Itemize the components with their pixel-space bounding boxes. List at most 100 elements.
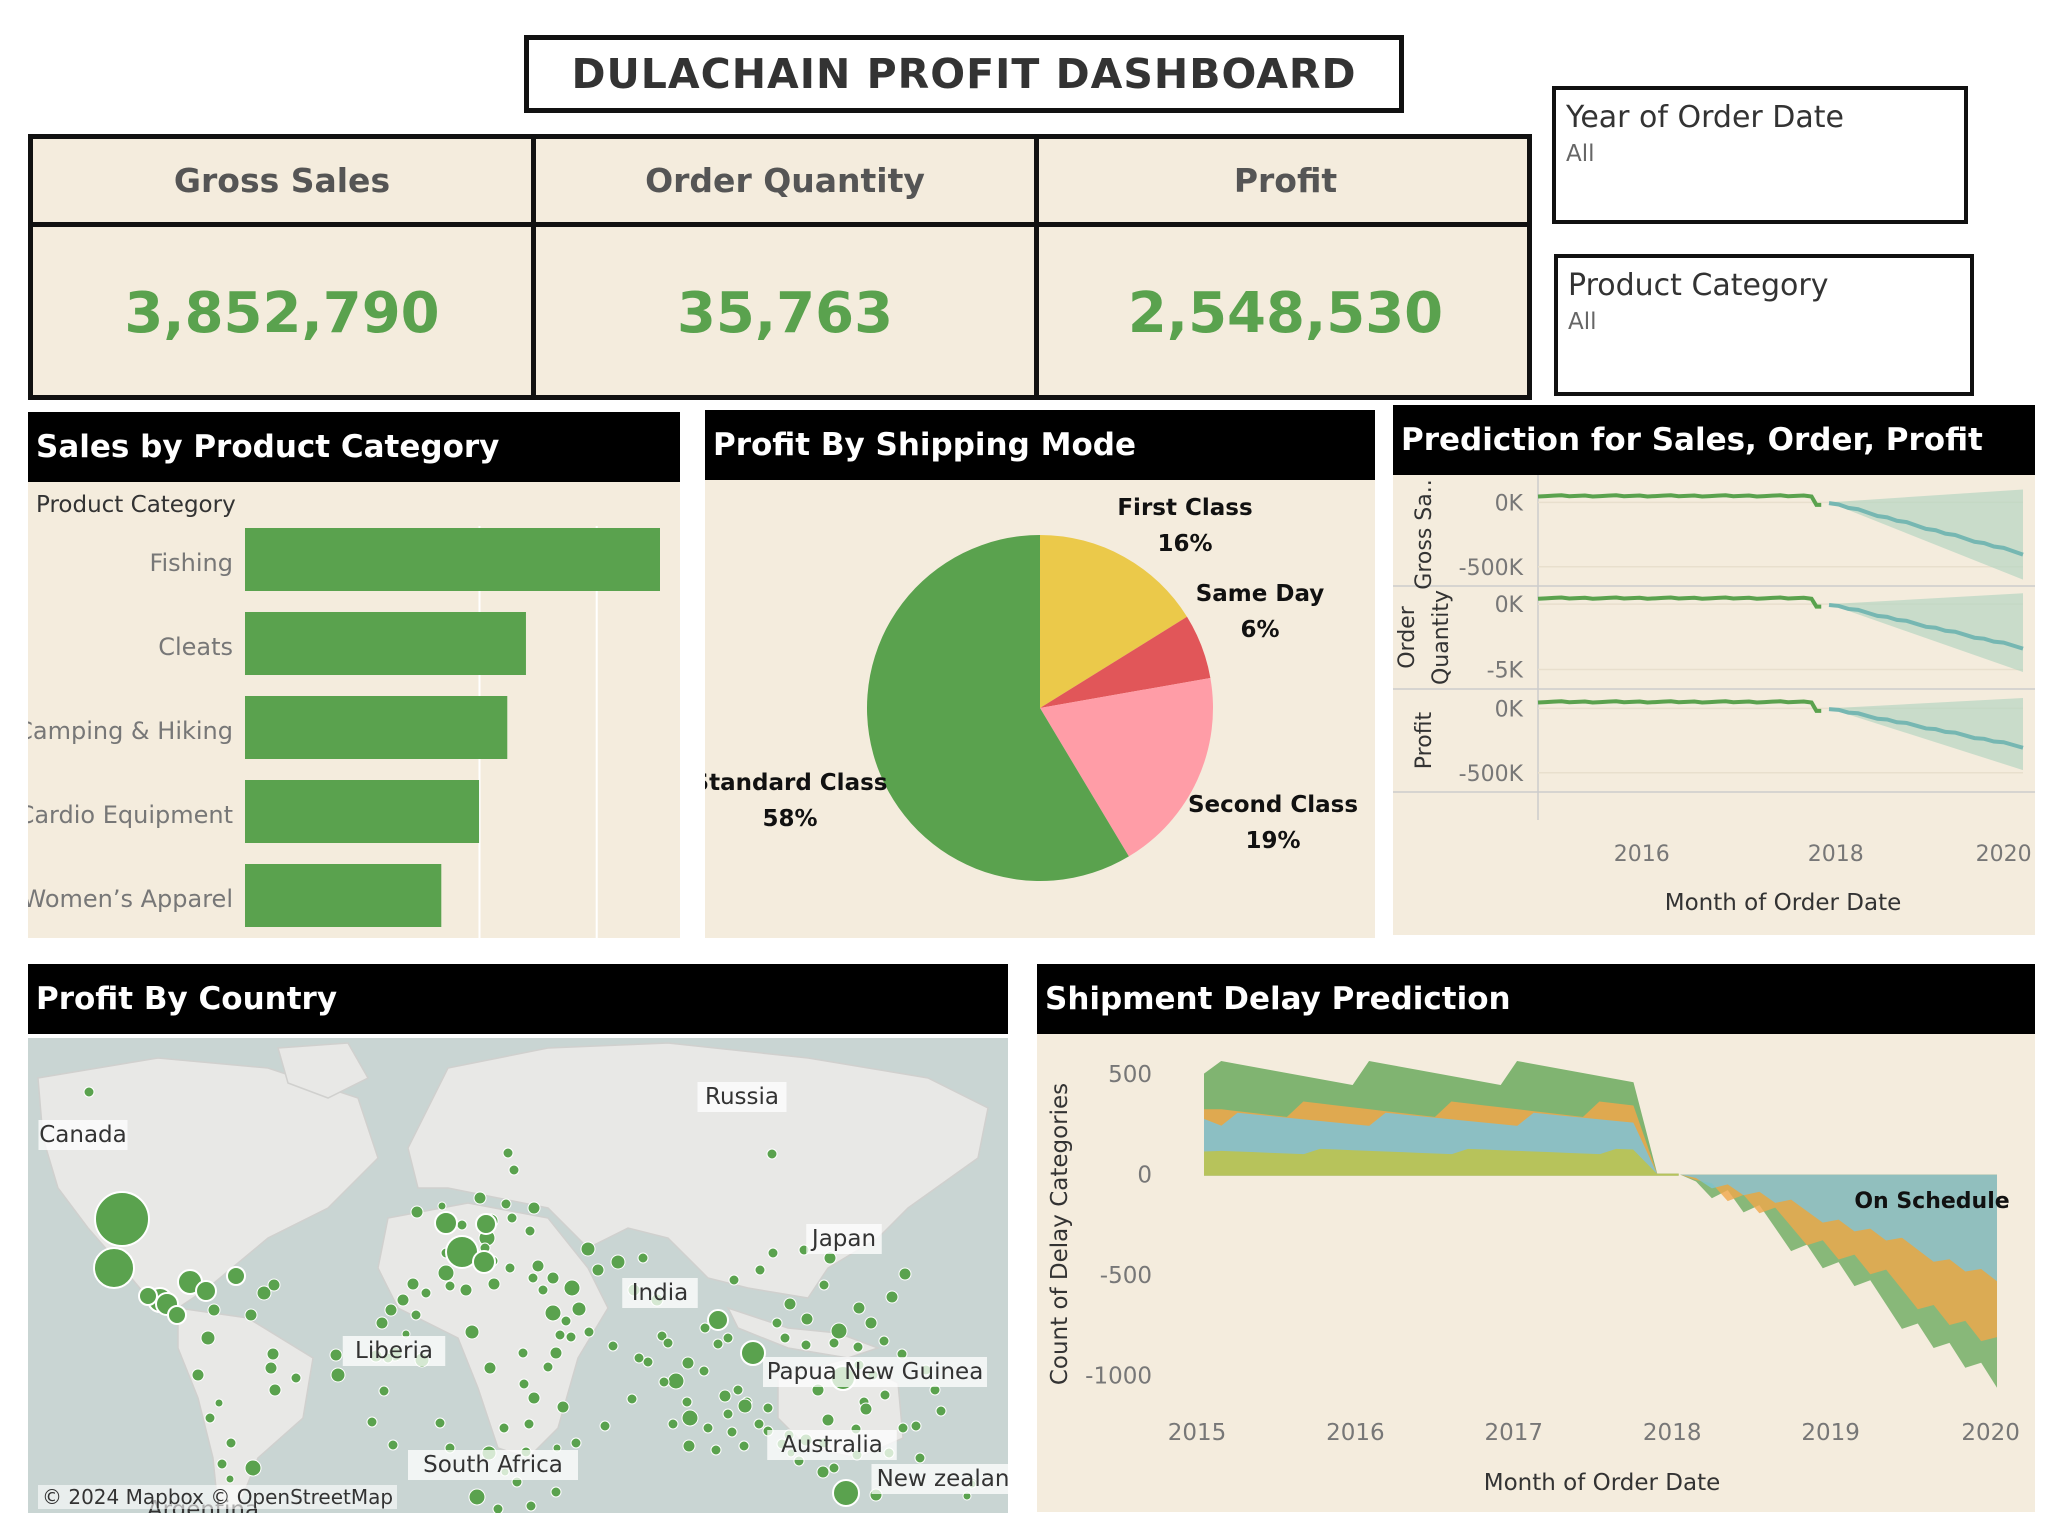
country-marker[interactable] bbox=[816, 1465, 830, 1479]
country-marker[interactable] bbox=[852, 1301, 866, 1315]
country-marker[interactable] bbox=[728, 1274, 740, 1286]
country-marker[interactable] bbox=[738, 1440, 750, 1452]
country-marker[interactable] bbox=[662, 1337, 674, 1349]
country-marker[interactable] bbox=[434, 1211, 458, 1235]
country-marker[interactable] bbox=[800, 1339, 812, 1351]
year-filter[interactable]: Year of Order Date All bbox=[1552, 86, 1968, 224]
country-marker[interactable] bbox=[599, 1420, 611, 1432]
bar[interactable] bbox=[245, 528, 660, 591]
country-marker[interactable] bbox=[387, 1439, 399, 1451]
country-marker[interactable] bbox=[384, 1303, 398, 1317]
country-marker[interactable] bbox=[506, 1212, 518, 1224]
country-marker[interactable] bbox=[682, 1439, 696, 1453]
country-marker[interactable] bbox=[498, 1422, 510, 1434]
country-marker[interactable] bbox=[779, 1332, 791, 1344]
country-marker[interactable] bbox=[879, 1389, 891, 1401]
country-marker[interactable] bbox=[375, 1316, 389, 1330]
country-marker[interactable] bbox=[550, 1486, 562, 1498]
country-marker[interactable] bbox=[544, 1304, 562, 1322]
country-marker[interactable] bbox=[542, 1361, 554, 1373]
country-marker[interactable] bbox=[637, 1252, 649, 1264]
country-marker[interactable] bbox=[656, 1330, 668, 1342]
country-marker[interactable] bbox=[378, 1385, 390, 1397]
country-marker[interactable] bbox=[821, 1413, 835, 1427]
filter-value[interactable]: All bbox=[1566, 141, 1595, 167]
country-marker[interactable] bbox=[642, 1356, 654, 1368]
country-marker[interactable] bbox=[244, 1459, 262, 1477]
country-marker[interactable] bbox=[204, 1412, 216, 1424]
country-marker[interactable] bbox=[633, 1352, 645, 1364]
country-marker[interactable] bbox=[83, 1086, 95, 1098]
country-marker[interactable] bbox=[472, 1250, 496, 1274]
country-marker[interactable] bbox=[93, 1247, 135, 1289]
country-marker[interactable] bbox=[702, 1422, 714, 1434]
country-marker[interactable] bbox=[681, 1396, 693, 1408]
country-marker[interactable] bbox=[167, 1305, 187, 1325]
country-marker[interactable] bbox=[500, 1198, 512, 1210]
country-marker[interactable] bbox=[828, 1337, 840, 1349]
country-marker[interactable] bbox=[226, 1266, 246, 1286]
country-map[interactable]: Canada Russia Japan India Liberia Papua New G… bbox=[28, 1038, 1015, 1523]
country-marker[interactable] bbox=[626, 1393, 638, 1405]
country-marker[interactable] bbox=[420, 1287, 432, 1299]
pie-slice[interactable] bbox=[867, 535, 1129, 881]
bar[interactable] bbox=[245, 780, 480, 843]
country-marker[interactable] bbox=[681, 1409, 699, 1427]
country-marker[interactable] bbox=[256, 1285, 272, 1301]
country-marker[interactable] bbox=[483, 1361, 497, 1375]
country-marker[interactable] bbox=[207, 1303, 221, 1317]
country-marker[interactable] bbox=[508, 1164, 520, 1176]
country-marker[interactable] bbox=[698, 1365, 710, 1377]
country-marker[interactable] bbox=[570, 1437, 582, 1449]
country-marker[interactable] bbox=[266, 1347, 280, 1361]
country-marker[interactable] bbox=[216, 1458, 228, 1470]
country-marker[interactable] bbox=[910, 1420, 922, 1432]
country-marker[interactable] bbox=[699, 1322, 711, 1334]
country-marker[interactable] bbox=[707, 1309, 729, 1331]
country-marker[interactable] bbox=[783, 1297, 797, 1311]
country-marker[interactable] bbox=[914, 1452, 926, 1464]
bar[interactable] bbox=[245, 696, 508, 759]
country-marker[interactable] bbox=[524, 1225, 536, 1237]
country-marker[interactable] bbox=[832, 1479, 860, 1507]
country-marker[interactable] bbox=[94, 1191, 150, 1247]
country-marker[interactable] bbox=[502, 1147, 514, 1159]
country-marker[interactable] bbox=[437, 1201, 447, 1211]
country-marker[interactable] bbox=[464, 1324, 480, 1340]
country-marker[interactable] bbox=[722, 1408, 734, 1420]
country-marker[interactable] bbox=[492, 1503, 504, 1515]
country-marker[interactable] bbox=[556, 1400, 570, 1414]
country-marker[interactable] bbox=[434, 1417, 446, 1429]
country-marker[interactable] bbox=[754, 1264, 766, 1276]
country-marker[interactable] bbox=[563, 1279, 581, 1297]
country-marker[interactable] bbox=[565, 1331, 577, 1343]
country-marker[interactable] bbox=[444, 1280, 456, 1292]
country-marker[interactable] bbox=[473, 1191, 487, 1205]
country-marker[interactable] bbox=[898, 1267, 912, 1281]
bar[interactable] bbox=[245, 864, 442, 927]
country-marker[interactable] bbox=[828, 1462, 840, 1474]
country-marker[interactable] bbox=[456, 1219, 468, 1231]
country-marker[interactable] bbox=[410, 1205, 424, 1219]
country-marker[interactable] bbox=[410, 1309, 422, 1321]
country-marker[interactable] bbox=[732, 1384, 744, 1396]
country-marker[interactable] bbox=[712, 1338, 724, 1350]
country-marker[interactable] bbox=[329, 1348, 343, 1362]
country-marker[interactable] bbox=[737, 1398, 753, 1414]
country-marker[interactable] bbox=[554, 1329, 566, 1341]
country-marker[interactable] bbox=[268, 1383, 282, 1397]
country-marker[interactable] bbox=[658, 1376, 670, 1388]
country-marker[interactable] bbox=[852, 1341, 864, 1353]
country-marker[interactable] bbox=[366, 1416, 378, 1428]
country-marker[interactable] bbox=[771, 1317, 783, 1329]
country-marker[interactable] bbox=[710, 1444, 722, 1456]
country-marker[interactable] bbox=[330, 1367, 346, 1383]
country-marker[interactable] bbox=[468, 1488, 486, 1506]
country-marker[interactable] bbox=[767, 1247, 779, 1259]
country-marker[interactable] bbox=[523, 1418, 535, 1430]
category-filter[interactable]: Product Category All bbox=[1554, 254, 1974, 396]
country-marker[interactable] bbox=[722, 1332, 734, 1344]
country-marker[interactable] bbox=[225, 1474, 235, 1484]
country-marker[interactable] bbox=[517, 1347, 529, 1359]
country-marker[interactable] bbox=[396, 1293, 410, 1307]
